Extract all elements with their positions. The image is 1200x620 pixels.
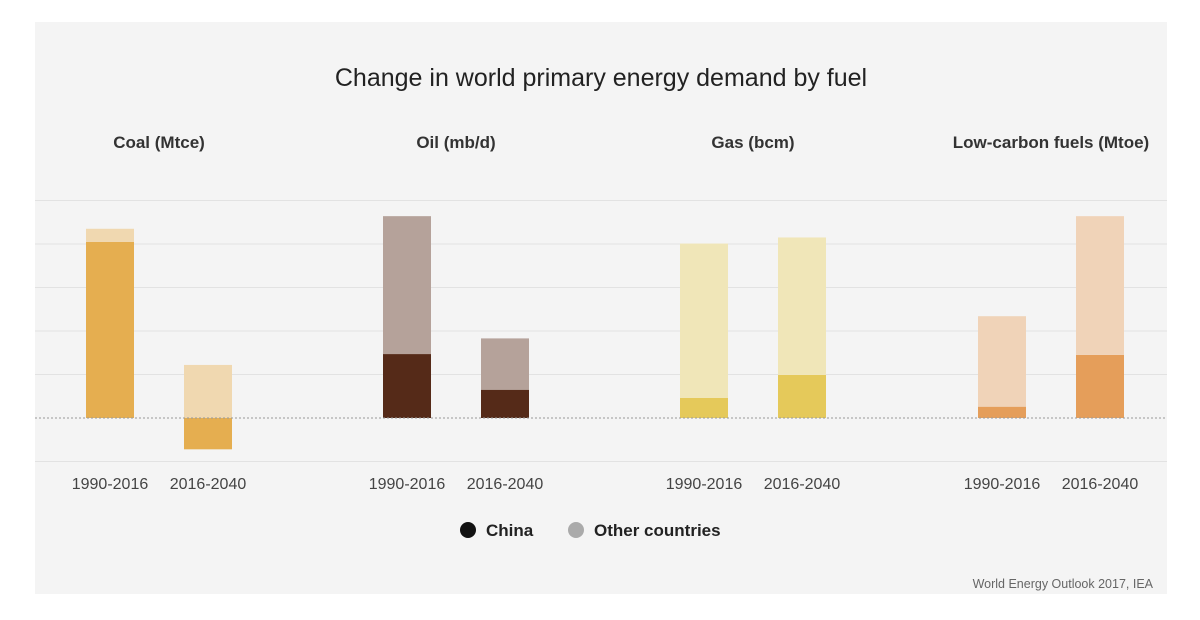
bar-gas-1990-2016-china bbox=[680, 397, 728, 418]
bar-gas-2016-2040-other-countries bbox=[778, 237, 826, 375]
legend-label-other-countries: Other countries bbox=[594, 521, 721, 540]
legend-label-china: China bbox=[486, 521, 534, 540]
x-tick-labels: 1990-2016 2016-2040 1990-2016 2016-2040 1990… bbox=[72, 476, 1139, 493]
bar-gas-2016-2040-china bbox=[778, 374, 826, 418]
x-tick-label: 1990-2016 bbox=[72, 476, 149, 493]
chart-svg: Change in world primary energy demand by… bbox=[35, 64, 1167, 591]
bar-oil-2016-2040-china bbox=[481, 389, 529, 418]
bar-coal-1990-2016-other-countries bbox=[86, 228, 134, 242]
facet-title-oil: Oil (mb/d) bbox=[416, 133, 495, 152]
legend: China Other countries bbox=[460, 521, 721, 540]
legend-swatch-china bbox=[460, 522, 476, 538]
bar-coal-1990-2016-china bbox=[86, 241, 134, 418]
x-tick-label: 2016-2040 bbox=[170, 476, 247, 493]
facet-title-gas: Gas (bcm) bbox=[711, 133, 794, 152]
x-tick-label: 1990-2016 bbox=[666, 476, 743, 493]
x-tick-label: 2016-2040 bbox=[467, 476, 544, 493]
bar-low-carbon-fuels-1990-2016-china bbox=[978, 406, 1026, 418]
legend-swatch-other-countries bbox=[568, 522, 584, 538]
bar-oil-1990-2016-china bbox=[383, 354, 431, 418]
facet-titles: Coal (Mtce) Oil (mb/d) Gas (bcm) Low-carbon… bbox=[113, 133, 1149, 152]
x-tick-label: 1990-2016 bbox=[369, 476, 446, 493]
bar-low-carbon-fuels-2016-2040-china bbox=[1076, 354, 1124, 418]
facet-title-coal: Coal (Mtce) bbox=[113, 133, 205, 152]
bar-coal-2016-2040-china bbox=[184, 418, 232, 450]
facet-title-low-carbon-fuels: Low-carbon fuels (Mtoe) bbox=[953, 133, 1149, 152]
bar-oil-1990-2016-other-countries bbox=[383, 216, 431, 355]
chart-title: Change in world primary energy demand by… bbox=[335, 64, 867, 92]
source-note: World Energy Outlook 2017, IEA bbox=[973, 577, 1154, 591]
bar-coal-2016-2040-other-countries bbox=[184, 364, 232, 418]
x-tick-label: 1990-2016 bbox=[964, 476, 1041, 493]
bar-gas-1990-2016-other-countries bbox=[680, 243, 728, 398]
bar-oil-2016-2040-other-countries bbox=[481, 338, 529, 390]
bar-low-carbon-fuels-2016-2040-other-countries bbox=[1076, 216, 1124, 355]
x-tick-label: 2016-2040 bbox=[1062, 476, 1139, 493]
x-tick-label: 2016-2040 bbox=[764, 476, 841, 493]
chart-panel: Change in world primary energy demand by… bbox=[35, 22, 1167, 594]
bar-low-carbon-fuels-1990-2016-other-countries bbox=[978, 316, 1026, 407]
bars bbox=[86, 216, 1124, 450]
